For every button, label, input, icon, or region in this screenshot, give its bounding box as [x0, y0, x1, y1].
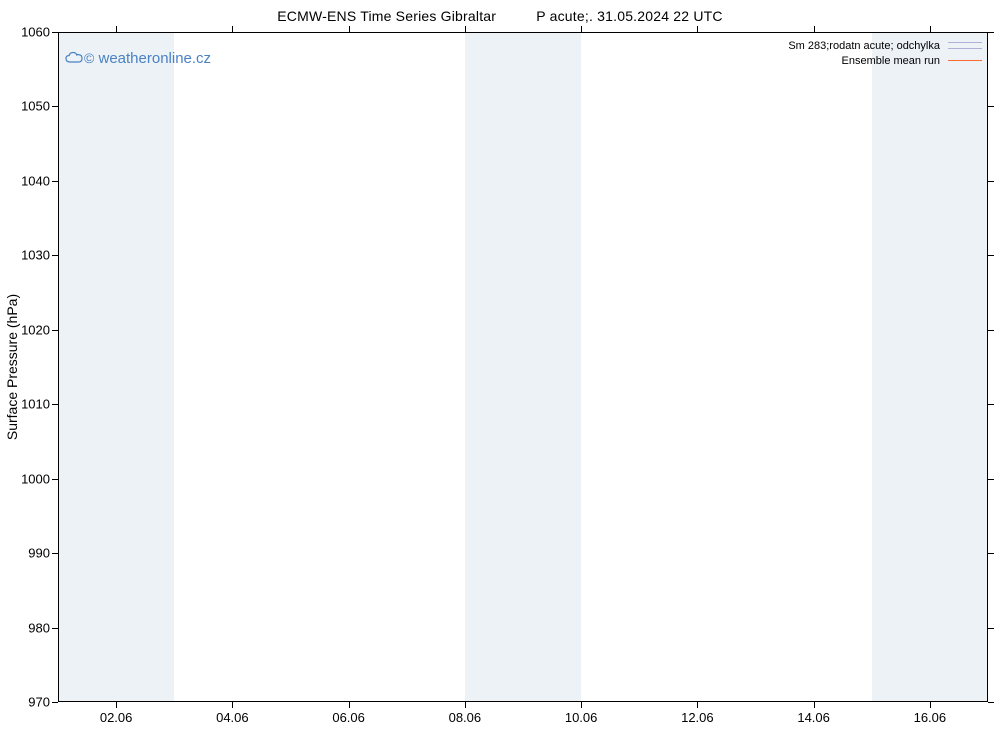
y-tick-mark	[52, 330, 58, 331]
x-tick-label: 14.06	[797, 710, 830, 725]
y-tick-label: 970	[0, 695, 50, 710]
x-tick-mark	[697, 702, 698, 708]
x-tick-label: 02.06	[100, 710, 133, 725]
y-tick-label: 1060	[0, 25, 50, 40]
y-tick-mark	[988, 106, 994, 107]
y-tick-label: 990	[0, 546, 50, 561]
y-axis-label: Surface Pressure (hPa)	[4, 294, 20, 440]
x-tick-label: 04.06	[216, 710, 249, 725]
legend-label: Ensemble mean run	[842, 55, 940, 67]
x-tick-mark	[465, 26, 466, 32]
y-tick-mark	[988, 255, 994, 256]
x-tick-mark	[930, 26, 931, 32]
y-tick-mark	[52, 255, 58, 256]
y-tick-mark	[988, 32, 994, 33]
y-tick-mark	[988, 553, 994, 554]
weekend-band	[465, 32, 581, 702]
y-tick-mark	[988, 479, 994, 480]
copyright-symbol: ©	[84, 50, 94, 66]
chart-title: ECMW-ENS Time Series Gibraltar P acute;.…	[0, 8, 1000, 24]
x-tick-label: 12.06	[681, 710, 714, 725]
legend: Sm 283;rodatn acute; odchylka Ensemble me…	[788, 38, 982, 68]
y-tick-mark	[988, 181, 994, 182]
watermark: © weatheronline.cz	[64, 50, 211, 67]
y-tick-label: 980	[0, 620, 50, 635]
weekend-band	[58, 32, 174, 702]
y-tick-mark	[52, 479, 58, 480]
y-tick-mark	[988, 330, 994, 331]
x-tick-mark	[697, 26, 698, 32]
x-tick-mark	[116, 702, 117, 708]
x-tick-mark	[465, 702, 466, 708]
y-tick-mark	[988, 628, 994, 629]
x-tick-mark	[581, 702, 582, 708]
y-tick-label: 1000	[0, 471, 50, 486]
cloud-icon	[64, 51, 84, 65]
legend-line-swatch	[948, 60, 982, 61]
x-tick-mark	[930, 702, 931, 708]
title-left: ECMW-ENS Time Series Gibraltar	[277, 8, 496, 24]
y-tick-label: 1030	[0, 248, 50, 263]
title-right: P acute;. 31.05.2024 22 UTC	[536, 8, 722, 24]
y-tick-mark	[52, 32, 58, 33]
y-tick-label: 1050	[0, 99, 50, 114]
legend-label: Sm 283;rodatn acute; odchylka	[788, 40, 940, 52]
y-tick-mark	[52, 106, 58, 107]
y-tick-mark	[52, 628, 58, 629]
x-tick-mark	[232, 26, 233, 32]
x-tick-label: 08.06	[449, 710, 482, 725]
y-tick-mark	[52, 181, 58, 182]
weekend-band	[872, 32, 988, 702]
x-tick-mark	[814, 26, 815, 32]
y-tick-mark	[988, 404, 994, 405]
x-tick-label: 10.06	[565, 710, 598, 725]
y-tick-mark	[52, 404, 58, 405]
x-tick-label: 16.06	[914, 710, 947, 725]
y-tick-mark	[52, 553, 58, 554]
x-tick-mark	[814, 702, 815, 708]
x-tick-mark	[349, 702, 350, 708]
legend-band-swatch	[948, 42, 982, 49]
watermark-text: weatheronline.cz	[94, 50, 211, 67]
y-tick-mark	[988, 702, 994, 703]
legend-item: Ensemble mean run	[788, 53, 982, 68]
x-tick-mark	[349, 26, 350, 32]
legend-item: Sm 283;rodatn acute; odchylka	[788, 38, 982, 53]
y-tick-label: 1040	[0, 173, 50, 188]
plot-area: © weatheronline.cz Sm 283;rodatn acute; …	[58, 32, 988, 702]
y-tick-mark	[52, 702, 58, 703]
x-tick-mark	[232, 702, 233, 708]
x-tick-mark	[116, 26, 117, 32]
x-tick-label: 06.06	[332, 710, 365, 725]
x-tick-mark	[581, 26, 582, 32]
